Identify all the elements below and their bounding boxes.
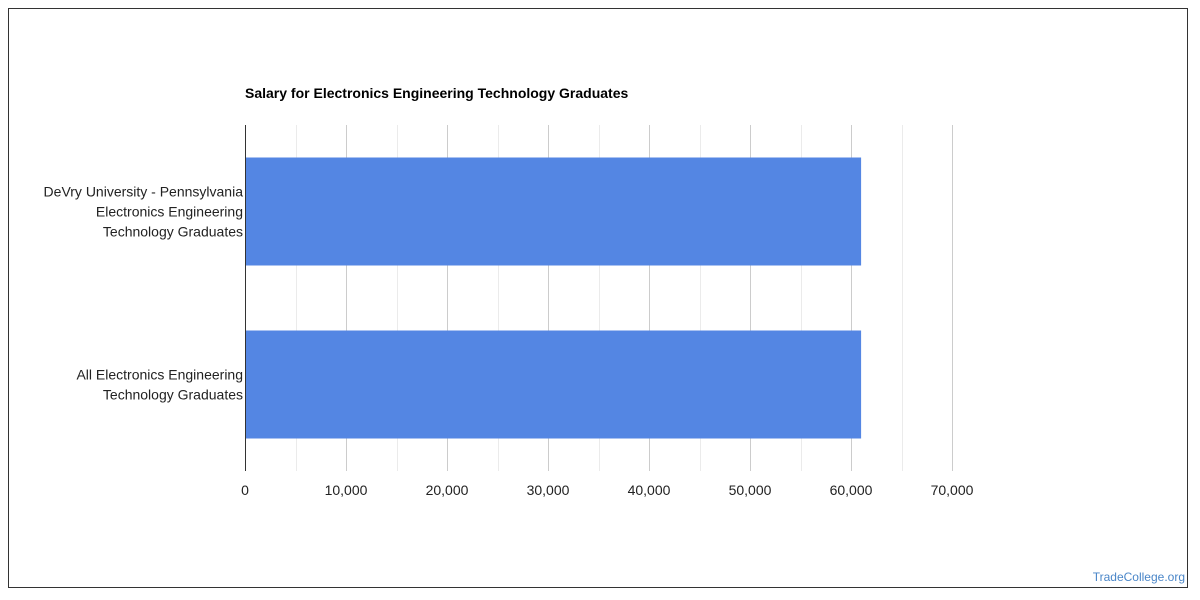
x-tick-label: 50,000 bbox=[729, 482, 772, 498]
x-tick-label: 70,000 bbox=[931, 482, 974, 498]
x-tick-label: 30,000 bbox=[527, 482, 570, 498]
category-label: Electronics Engineering bbox=[96, 204, 243, 220]
site-credit-link[interactable]: TradeCollege.org bbox=[1092, 570, 1185, 584]
x-tick-label: 10,000 bbox=[325, 482, 368, 498]
x-tick-label: 20,000 bbox=[426, 482, 469, 498]
category-label: Technology Graduates bbox=[103, 387, 243, 403]
category-label: All Electronics Engineering bbox=[76, 367, 243, 383]
category-label: Technology Graduates bbox=[103, 224, 243, 240]
chart-frame bbox=[8, 8, 1188, 588]
chart-title: Salary for Electronics Engineering Techn… bbox=[245, 85, 629, 101]
bar bbox=[245, 330, 862, 439]
x-tick-label: 40,000 bbox=[628, 482, 671, 498]
x-tick-label: 0 bbox=[241, 482, 249, 498]
bar bbox=[245, 157, 862, 266]
x-tick-label: 60,000 bbox=[830, 482, 873, 498]
category-label: DeVry University - Pennsylvania bbox=[44, 184, 244, 200]
